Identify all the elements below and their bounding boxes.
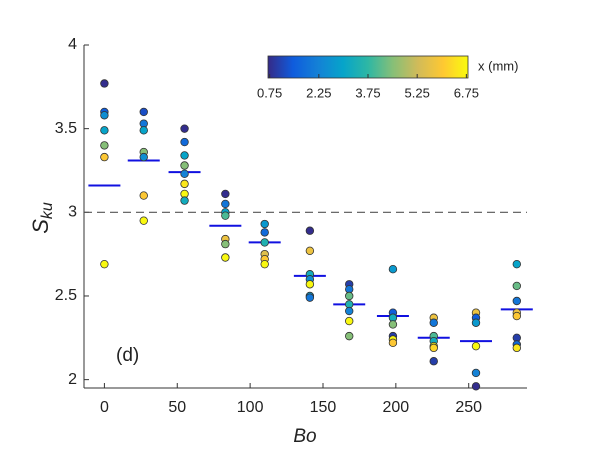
point <box>512 311 521 321</box>
point <box>260 219 269 229</box>
point <box>100 111 109 120</box>
x-tick-label: 50 <box>168 399 186 416</box>
point <box>388 265 398 274</box>
point <box>100 152 109 162</box>
colorbar-label: x (mm) <box>478 58 518 73</box>
point <box>429 343 438 353</box>
point <box>388 338 398 348</box>
point <box>260 238 269 247</box>
point <box>345 331 354 341</box>
colorbar-tick-label: 0.75 <box>257 85 282 100</box>
point <box>139 216 148 225</box>
colorbar-tick-label: 2.25 <box>306 85 331 100</box>
point <box>180 179 189 189</box>
point <box>139 126 148 135</box>
point <box>305 280 315 289</box>
point <box>180 124 189 133</box>
y-tick-label: 2 <box>68 371 77 388</box>
point <box>471 318 481 327</box>
point <box>221 211 230 220</box>
point <box>100 141 109 150</box>
point <box>429 357 438 366</box>
point <box>221 189 230 199</box>
x-tick-label: 100 <box>237 399 264 416</box>
y-tick-label: 4 <box>68 36 77 53</box>
x-tick-label: 200 <box>382 399 409 416</box>
y-label-main: S <box>28 219 53 234</box>
x-tick-label: 0 <box>100 399 109 416</box>
x-axis-label: Bo <box>293 426 316 447</box>
point <box>345 291 354 301</box>
x-tick-label: 150 <box>310 399 337 416</box>
point <box>471 382 481 391</box>
point <box>345 316 354 326</box>
point <box>260 259 269 269</box>
y-label-sub: ku <box>39 202 56 219</box>
y-tick-label: 2.5 <box>55 287 77 304</box>
point <box>512 259 521 269</box>
annotation: (d) <box>116 345 139 366</box>
point <box>180 169 189 179</box>
point <box>429 318 438 327</box>
point <box>139 107 148 117</box>
point <box>100 259 109 269</box>
point <box>345 306 354 316</box>
point <box>139 191 148 200</box>
point <box>180 151 189 160</box>
point <box>305 293 315 302</box>
colorbar-tick-label: 3.75 <box>355 85 380 100</box>
point <box>305 226 315 235</box>
y-tick-label: 3.5 <box>55 120 77 137</box>
point <box>100 126 109 135</box>
point <box>388 320 398 329</box>
point <box>100 79 109 88</box>
point <box>180 137 189 147</box>
point <box>471 368 481 378</box>
point <box>512 281 521 291</box>
point <box>260 228 269 237</box>
point <box>512 296 521 306</box>
y-axis-label: Sku <box>28 202 56 234</box>
point <box>221 199 230 209</box>
point <box>221 239 230 249</box>
colorbar-tick-label: 6.75 <box>454 85 479 100</box>
point <box>180 161 189 170</box>
point <box>512 343 521 353</box>
point <box>471 341 481 351</box>
y-tick-label: 3 <box>68 204 77 221</box>
colorbar: 0.75 2.25 3.75 5.25 6.75 x (mm) <box>257 55 518 100</box>
point <box>180 196 189 205</box>
colorbar-tick-label: 5.25 <box>405 85 430 100</box>
x-tick-label: 250 <box>455 399 482 416</box>
point <box>305 246 315 255</box>
point <box>221 253 230 262</box>
point <box>139 152 148 162</box>
